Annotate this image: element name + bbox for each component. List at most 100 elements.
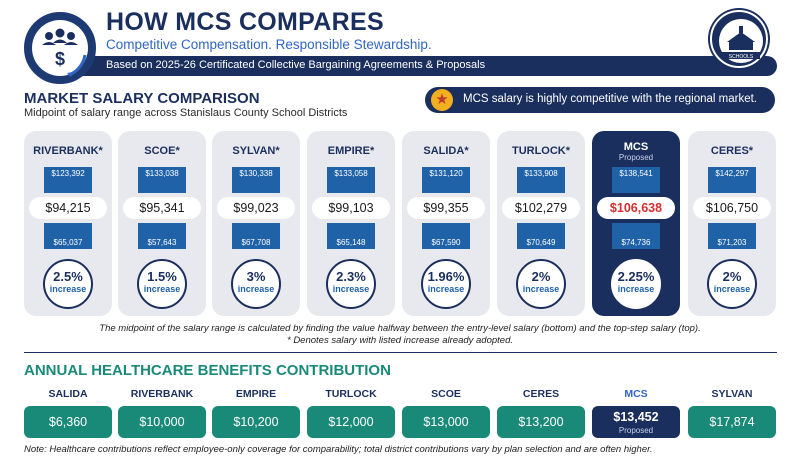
midpoint-note: The midpoint of the salary range is calc…: [99, 323, 701, 334]
healthcare-note: Note: Healthcare contributions reflect e…: [24, 444, 653, 455]
section-divider: [24, 352, 777, 353]
proposed-tag: Proposed: [618, 153, 654, 162]
healthcare-value: $10,000: [118, 406, 206, 438]
increase-label: increase: [522, 284, 560, 294]
increase-badge: 2% increase: [707, 259, 757, 309]
entry-salary: $57,643: [138, 223, 186, 249]
market-section-title: MARKET SALARY COMPARISON: [24, 90, 260, 107]
healthcare-district-name: TURLOCK: [325, 388, 377, 400]
increase-badge: 2% increase: [516, 259, 566, 309]
increase-percent: 1.5%: [147, 269, 177, 284]
healthcare-district-name: SALIDA: [48, 388, 88, 400]
district-card-turlock: TURLOCK* $133,908 $102,279 $70,649 2% inc…: [497, 131, 585, 316]
midpoint-salary: $106,750: [693, 197, 771, 219]
people-dollar-icon: $: [24, 12, 96, 84]
district-card-salida: SALIDA* $131,120 $99,355 $67,590 1.96% in…: [402, 131, 490, 316]
entry-salary: $65,037: [44, 223, 92, 249]
increase-label: increase: [713, 284, 751, 294]
entry-salary: $74,736: [612, 223, 660, 249]
increase-percent: 2.5%: [53, 269, 83, 284]
proposed-tag: Proposed: [618, 426, 654, 435]
healthcare-value: $13,200: [497, 406, 585, 438]
midpoint-salary: $106,638: [597, 197, 675, 219]
district-card-sylvan: SYLVAN* $130,338 $99,023 $67,708 3% incre…: [212, 131, 300, 316]
top-salary: $142,297: [708, 167, 756, 193]
district-name: SCOE*: [144, 145, 180, 157]
increase-label: increase: [49, 284, 87, 294]
increase-badge: 2.3% increase: [326, 259, 376, 309]
top-salary: $130,338: [232, 167, 280, 193]
increase-badge: 3% increase: [231, 259, 281, 309]
healthcare-district-name: RIVERBANK: [130, 388, 194, 400]
top-salary: $133,908: [517, 167, 565, 193]
top-salary: $133,038: [138, 167, 186, 193]
increase-percent: 2%: [722, 269, 742, 284]
top-salary: $133,058: [327, 167, 375, 193]
increase-percent: 1.96%: [427, 269, 465, 284]
midpoint-salary: $102,279: [502, 197, 580, 219]
healthcare-district-name: EMPIRE: [235, 388, 277, 400]
healthcare-value: $17,874: [688, 406, 776, 438]
callout-banner: ★ MCS salary is highly competitive with …: [425, 87, 775, 113]
increase-label: increase: [427, 284, 465, 294]
increase-badge: 1.96% increase: [421, 259, 471, 309]
midpoint-salary: $94,215: [29, 197, 107, 219]
district-card-empire: EMPIRE* $133,058 $99,103 $65,148 2.3% inc…: [307, 131, 395, 316]
midpoint-salary: $99,355: [407, 197, 485, 219]
page-title: HOW MCS COMPARES: [106, 8, 384, 36]
district-card-mcs: MCS Proposed $138,541 $106,638 $74,736 2…: [592, 131, 680, 316]
top-salary: $123,392: [44, 167, 92, 193]
increase-percent: 3%: [246, 269, 266, 284]
district-name: CERES*: [710, 145, 754, 157]
increase-percent: 2.25%: [617, 269, 655, 284]
increase-label: increase: [617, 284, 655, 294]
healthcare-value: $10,200: [212, 406, 300, 438]
healthcare-district-name: MCS: [624, 388, 648, 400]
district-seal-icon: SCHOOLS: [710, 10, 768, 68]
entry-salary: $65,148: [327, 223, 375, 249]
increase-badge: 2.25% increase: [611, 259, 661, 309]
healthcare-value-mcs: $13,452 Proposed: [592, 406, 680, 438]
midpoint-salary: $95,341: [123, 197, 201, 219]
healthcare-section-title: ANNUAL HEALTHCARE BENEFITS CONTRIBUTION: [24, 362, 391, 379]
entry-salary: $70,649: [517, 223, 565, 249]
star-icon: ★: [431, 89, 453, 111]
district-card-riverbank: RIVERBANK* $123,392 $94,215 $65,037 2.5%…: [24, 131, 112, 316]
callout-text: MCS salary is highly competitive with th…: [463, 93, 758, 105]
svg-text:$: $: [55, 49, 65, 69]
entry-salary: $71,203: [708, 223, 756, 249]
entry-salary: $67,708: [232, 223, 280, 249]
midpoint-salary: $99,023: [217, 197, 295, 219]
entry-salary: $67,590: [422, 223, 470, 249]
increase-badge: 2.5% increase: [43, 259, 93, 309]
district-name: RIVERBANK*: [33, 145, 103, 157]
page-subtitle: Competitive Compensation. Responsible St…: [106, 37, 432, 52]
healthcare-district-name: SCOE: [431, 388, 461, 400]
healthcare-district-name: SYLVAN: [711, 388, 753, 400]
increase-label: increase: [237, 284, 275, 294]
increase-label: increase: [332, 284, 370, 294]
healthcare-value: $13,452: [613, 410, 659, 424]
asterisk-note: * Denotes salary with listed increase al…: [286, 335, 513, 346]
midpoint-salary: $99,103: [312, 197, 390, 219]
top-salary: $131,120: [422, 167, 470, 193]
header-band-text: Based on 2025-26 Certificated Collective…: [106, 59, 486, 71]
market-section-subtitle: Midpoint of salary range across Stanisla…: [24, 107, 348, 119]
healthcare-district-name: CERES: [522, 388, 560, 400]
district-name: SYLVAN*: [232, 145, 280, 157]
district-name: TURLOCK*: [511, 145, 571, 157]
increase-badge: 1.5% increase: [137, 259, 187, 309]
healthcare-value: $6,360: [24, 406, 112, 438]
district-card-ceres: CERES* $142,297 $106,750 $71,203 2% incre…: [688, 131, 776, 316]
increase-percent: 2.3%: [336, 269, 366, 284]
increase-label: increase: [143, 284, 181, 294]
healthcare-value: $13,000: [402, 406, 490, 438]
header-band: Based on 2025-26 Certificated Collective…: [80, 56, 777, 76]
district-card-scoe: SCOE* $133,038 $95,341 $57,643 1.5% incre…: [118, 131, 206, 316]
healthcare-value: $12,000: [307, 406, 395, 438]
district-name: SALIDA*: [423, 145, 469, 157]
district-name: EMPIRE*: [327, 145, 375, 157]
increase-percent: 2%: [531, 269, 551, 284]
top-salary: $138,541: [612, 167, 660, 193]
district-name: MCS: [623, 141, 649, 153]
